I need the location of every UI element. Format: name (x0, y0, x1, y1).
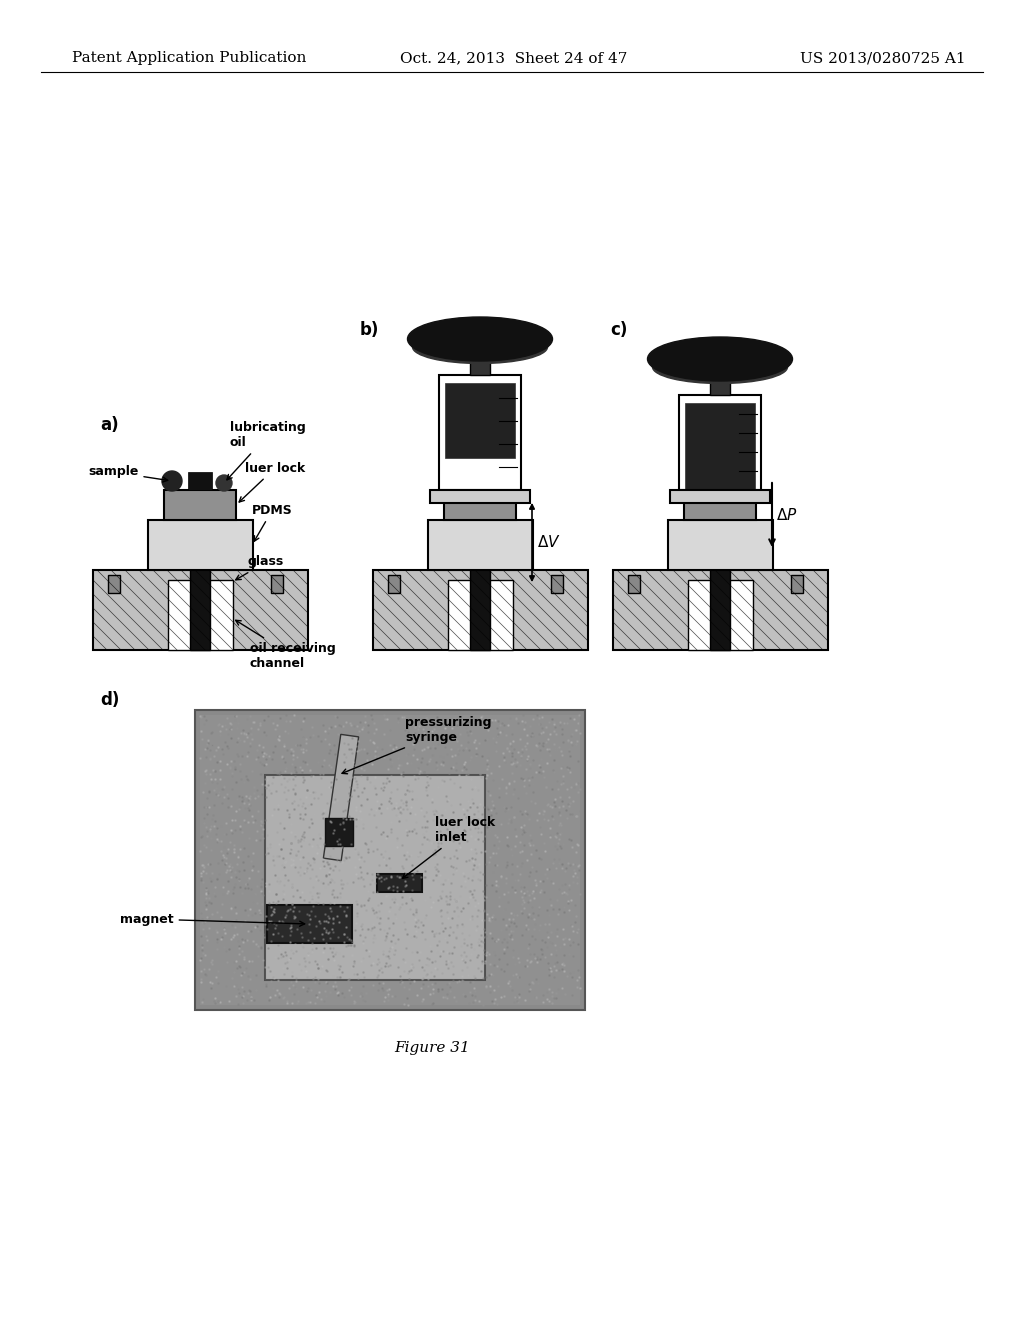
Bar (444, 490, 516, 520)
Text: a): a) (100, 416, 119, 434)
Text: b): b) (360, 321, 379, 339)
Circle shape (216, 475, 232, 491)
Bar (265, 775, 485, 979)
Bar (148, 520, 253, 570)
Bar (108, 576, 120, 593)
Text: $\Delta P$: $\Delta P$ (776, 507, 798, 523)
Bar (684, 490, 756, 520)
Bar (373, 570, 588, 649)
Ellipse shape (408, 317, 553, 360)
Bar (613, 570, 828, 649)
Bar (325, 818, 353, 846)
Bar (195, 710, 585, 1010)
Bar (430, 490, 530, 503)
Bar (470, 350, 490, 375)
Bar (164, 490, 236, 520)
Bar (685, 403, 755, 491)
Text: lubricating
oil: lubricating oil (227, 421, 306, 479)
Bar (688, 579, 753, 649)
Text: luer lock
inlet: luer lock inlet (402, 816, 496, 878)
Bar (324, 734, 358, 861)
Bar (190, 490, 210, 649)
Bar (377, 874, 422, 892)
Bar (668, 520, 773, 570)
Text: d): d) (100, 690, 120, 709)
Text: sample: sample (88, 466, 168, 482)
Bar (439, 375, 521, 490)
Bar (271, 576, 283, 593)
Text: US 2013/0280725 A1: US 2013/0280725 A1 (800, 51, 966, 65)
Bar (791, 576, 803, 593)
Bar (267, 906, 352, 942)
Text: pressurizing
syringe: pressurizing syringe (342, 715, 492, 774)
Text: $\Delta V$: $\Delta V$ (537, 535, 561, 550)
Text: glass: glass (236, 556, 285, 579)
Text: magnet: magnet (120, 912, 305, 927)
Bar (168, 579, 233, 649)
Bar (710, 490, 730, 649)
Text: Figure 31: Figure 31 (394, 1041, 470, 1055)
Bar (470, 490, 490, 649)
Text: PDMS: PDMS (252, 503, 293, 541)
Bar (428, 520, 534, 570)
Bar (679, 395, 761, 490)
Bar (200, 715, 580, 1005)
Bar (93, 570, 308, 649)
Bar (551, 576, 563, 593)
Bar (449, 579, 513, 649)
Ellipse shape (652, 351, 787, 384)
Circle shape (162, 471, 182, 491)
Ellipse shape (647, 337, 793, 381)
Text: oil receiving
channel: oil receiving channel (236, 620, 336, 671)
Bar (188, 473, 212, 490)
Text: Patent Application Publication: Patent Application Publication (72, 51, 306, 65)
Text: Oct. 24, 2013  Sheet 24 of 47: Oct. 24, 2013 Sheet 24 of 47 (400, 51, 628, 65)
Text: luer lock: luer lock (240, 462, 305, 502)
Bar (670, 490, 770, 503)
Ellipse shape (413, 330, 548, 363)
Bar (628, 576, 640, 593)
Bar (710, 370, 730, 395)
Text: c): c) (610, 321, 628, 339)
Bar (388, 576, 400, 593)
Bar (445, 383, 515, 458)
